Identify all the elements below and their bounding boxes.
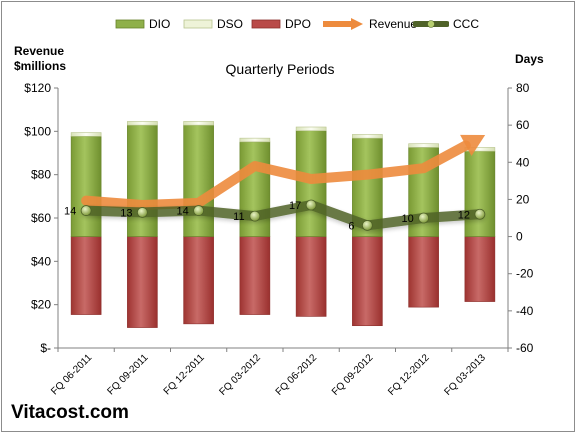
x-tick-label: FQ 09-2012 xyxy=(330,352,376,398)
legend-swatch-ccc xyxy=(413,20,449,28)
right-tick-label: 60 xyxy=(516,118,530,132)
bar-dpo xyxy=(239,236,271,315)
bar-dso xyxy=(352,134,383,139)
right-tick-label: 20 xyxy=(516,192,530,206)
left-tick-label: $- xyxy=(40,341,51,355)
legend-label-dpo: DPO xyxy=(285,17,312,31)
ccc-data-label: 12 xyxy=(458,209,470,221)
right-axis-title: Days xyxy=(515,52,544,66)
bar-dio xyxy=(239,141,271,237)
ccc-data-label: 14 xyxy=(64,206,76,218)
left-tick-label: $100 xyxy=(24,124,51,138)
ccc-data-label: 11 xyxy=(233,211,244,223)
x-tick-label: FQ 12-2011 xyxy=(162,352,207,397)
right-tick-label: -60 xyxy=(516,341,534,355)
bar-dpo xyxy=(408,236,439,308)
right-tick-label: -20 xyxy=(516,267,534,281)
left-axis-title-line2: $millions xyxy=(14,59,67,73)
chart-title: Quarterly Periods xyxy=(225,61,335,77)
left-tick-label: $20 xyxy=(31,298,51,312)
legend-item-revenue: Revenue xyxy=(321,14,417,34)
ccc-point xyxy=(305,199,317,211)
bar-dio xyxy=(464,150,496,237)
bar-dpo xyxy=(183,236,214,325)
bar-dso xyxy=(408,143,439,148)
x-tick-label: FQ 09-2011 xyxy=(106,352,151,397)
right-tick-label: 40 xyxy=(516,155,530,169)
bar-dso xyxy=(127,121,158,126)
bar-dso xyxy=(239,137,271,143)
bar-dpo xyxy=(464,236,496,302)
left-tick-label: $40 xyxy=(31,254,51,268)
right-tick-label: 80 xyxy=(516,81,530,95)
ccc-point xyxy=(193,205,205,216)
legend-label-ccc: CCC xyxy=(453,17,479,31)
ccc-data-label: 6 xyxy=(348,220,354,232)
legend-label-dio: DIO xyxy=(149,17,171,31)
revenue-line xyxy=(81,140,471,210)
left-tick-label: $80 xyxy=(31,168,51,182)
left-axis-title: Revenue $millions xyxy=(14,44,66,74)
ccc-point xyxy=(249,210,261,222)
legend-item-dso: DSO xyxy=(183,14,243,34)
ccc-data-label: 17 xyxy=(289,200,301,212)
ccc-data-label: 10 xyxy=(402,213,414,225)
legend-label-dso: DSO xyxy=(217,17,244,31)
ccc-point xyxy=(136,207,148,218)
bar-dio xyxy=(70,135,102,237)
revenue-arrowhead xyxy=(460,134,486,156)
legend-label-revenue: Revenue xyxy=(369,17,418,31)
ccc-point xyxy=(361,220,373,231)
bar-dio xyxy=(183,124,214,237)
x-tick-label: FQ 06-2012 xyxy=(274,352,320,398)
right-tick-label: 0 xyxy=(516,230,523,244)
ccc-point xyxy=(418,212,430,224)
x-tick-label: FQ 12-2012 xyxy=(386,352,432,398)
bar-dso xyxy=(70,132,102,137)
legend-swatch-dso xyxy=(183,19,213,29)
bar-dpo xyxy=(127,236,158,328)
left-tick-label: $60 xyxy=(31,211,51,225)
x-tick-label: FQ 03-2013 xyxy=(442,352,488,398)
bar-dpo xyxy=(70,236,102,315)
legend-swatch-dio xyxy=(115,19,145,29)
right-tick-label: -40 xyxy=(516,304,534,318)
ccc-point xyxy=(80,205,92,216)
bar-dso xyxy=(183,121,214,126)
left-axis-title-line1: Revenue xyxy=(14,44,65,58)
left-tick-label: $120 xyxy=(24,81,51,95)
ccc-data-label: 13 xyxy=(120,207,132,219)
legend-item-dio: DIO xyxy=(115,14,170,34)
legend-swatch-dpo xyxy=(251,19,281,29)
bar-dso xyxy=(295,126,327,132)
legend-item-dpo: DPO xyxy=(251,14,311,34)
bar-dpo xyxy=(352,236,383,327)
bar-dpo xyxy=(295,236,327,317)
ccc-line xyxy=(81,200,485,231)
x-tick-label: FQ 06-2011 xyxy=(49,352,94,397)
ccc-point xyxy=(474,208,486,220)
x-tick-label: FQ 03-2012 xyxy=(217,352,263,398)
ccc-data-label: 14 xyxy=(177,206,189,218)
bar-dio xyxy=(127,124,158,237)
legend-swatch-revenue xyxy=(323,18,363,30)
watermark: Vitacost.com xyxy=(11,402,129,423)
legend-item-ccc: CCC xyxy=(413,14,479,34)
